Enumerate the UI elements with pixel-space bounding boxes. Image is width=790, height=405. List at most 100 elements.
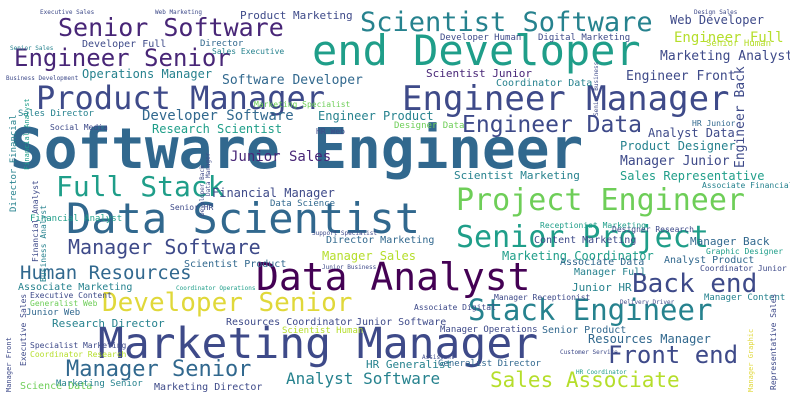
- word: Sales Associate: [490, 368, 680, 392]
- word-vertical: Business Analyst: [39, 204, 48, 282]
- word: Marketing Senior: [56, 379, 143, 389]
- word: Project Engineer: [456, 183, 745, 218]
- word-vertical: Senior Business: [593, 61, 600, 116]
- word: Director Marketing: [326, 235, 435, 246]
- word: Senior Project: [456, 220, 709, 255]
- word: Developer Full: [82, 39, 167, 50]
- word: Manager Content: [704, 293, 786, 303]
- word: end Developer: [312, 26, 641, 75]
- word: Designer Research: [612, 225, 694, 234]
- word: Manager Software: [68, 235, 261, 259]
- word: Product Designer: [620, 139, 736, 153]
- word: Developer Software: [142, 108, 294, 124]
- word: Data Science: [270, 199, 336, 209]
- word: Generalist Web: [30, 299, 98, 308]
- word: Receptionist Marketing: [540, 221, 646, 230]
- word: Senior Product: [542, 325, 627, 336]
- word: Content Marketing: [534, 235, 637, 246]
- word: Junior HR: [572, 281, 632, 294]
- word: Engineer Full: [674, 30, 784, 46]
- word: Marketing Director: [154, 382, 263, 393]
- word: Junior Software: [356, 317, 447, 328]
- word: Manager Full: [574, 267, 647, 278]
- word: Resources Manager: [588, 332, 711, 346]
- word: Assistant: [422, 354, 455, 361]
- word: Resources Coordinator: [226, 317, 353, 328]
- word: Data Analyst: [256, 255, 531, 299]
- word: Senior HR: [170, 203, 214, 212]
- word: Digital Marketing: [538, 33, 631, 43]
- word: Coordinator Junior: [700, 264, 787, 273]
- word: Manager Operations: [440, 325, 538, 335]
- word: Software Engineer: [10, 117, 584, 182]
- word: Analyst Product: [664, 255, 755, 266]
- word: HR Generalist: [366, 358, 453, 371]
- word: Sales Representative: [620, 169, 765, 183]
- word: Sales Executive: [212, 47, 285, 56]
- word-vertical: Data Manager: [205, 152, 212, 196]
- word: HR Web: [316, 127, 345, 136]
- word: Front end: [608, 341, 739, 369]
- word: Marketing Specialist: [254, 100, 351, 109]
- word: Marketing Analyst: [660, 49, 790, 64]
- word: Engineer Data: [462, 112, 643, 138]
- word: Social Media: [50, 123, 108, 132]
- word: Scientist Software: [360, 7, 653, 38]
- word: Executive Content: [30, 291, 112, 300]
- word: Analyst Data: [648, 126, 735, 140]
- word: Sales Director: [18, 109, 94, 119]
- word-vertical: Representative Sales: [769, 293, 778, 390]
- word: Human Resources: [20, 262, 192, 284]
- word: Specialist Marketing: [30, 341, 127, 350]
- word: Junior Sales: [230, 149, 332, 165]
- word: Financial Manager: [212, 186, 335, 200]
- word: Director: [200, 39, 244, 49]
- word: HR Junior: [692, 119, 736, 128]
- word: Graphic Designer: [706, 247, 784, 256]
- word: Financial Analyst: [30, 214, 123, 224]
- word: Web Developer: [670, 13, 764, 27]
- word: Engineer Product: [318, 109, 434, 123]
- word: Senior Sales: [10, 45, 54, 52]
- word: Engineer Front: [626, 69, 736, 84]
- word: Junior Web: [26, 308, 81, 318]
- word: Senior Software: [58, 13, 284, 42]
- word-vertical: Financial Analyst: [23, 98, 31, 170]
- word: Manager Senior: [66, 357, 252, 382]
- word: Support Specialist: [312, 230, 378, 237]
- word: Generalist Director: [438, 359, 541, 369]
- word: Scientist Human: [282, 326, 364, 336]
- word: Scientist Junior: [426, 67, 532, 80]
- word-vertical: Engineer Back: [733, 66, 748, 168]
- word: Science Data: [20, 381, 93, 392]
- word: Manager Back: [690, 235, 770, 248]
- word: Research Director: [52, 317, 165, 330]
- word: Product Manager: [36, 79, 325, 117]
- word: Data Scientist: [66, 194, 421, 243]
- word: Developer Human: [440, 33, 522, 43]
- word: Web Marketing: [155, 9, 202, 16]
- word-vertical: Executive Sales: [19, 293, 28, 366]
- word: Coordinator Data: [496, 78, 593, 89]
- word: Designer Data: [394, 121, 465, 131]
- word: Delivery Driver: [620, 299, 675, 306]
- word: Software Developer: [222, 73, 363, 88]
- word-vertical: Manager Graphic: [747, 328, 755, 392]
- word: Back end: [632, 269, 758, 299]
- word: Scientist Product: [184, 259, 287, 270]
- word: Scientist Marketing: [454, 169, 580, 182]
- word: Developer Senior: [102, 288, 353, 318]
- word-vertical: Manager Front: [5, 337, 13, 392]
- word: Junior Business: [322, 264, 377, 271]
- word: Coordinator Operations: [176, 285, 256, 292]
- word: Research Scientist: [152, 122, 283, 136]
- word: Senior Human: [706, 39, 772, 49]
- word: Business Development: [6, 75, 79, 82]
- word: Marketing Manager: [98, 319, 539, 369]
- word: Engineer Senior: [14, 44, 231, 72]
- word: Associate Data: [560, 257, 645, 268]
- word: Associate Digital: [414, 303, 496, 312]
- word: Marketing Coordinator: [502, 249, 654, 263]
- word: Operations Manager: [82, 67, 213, 81]
